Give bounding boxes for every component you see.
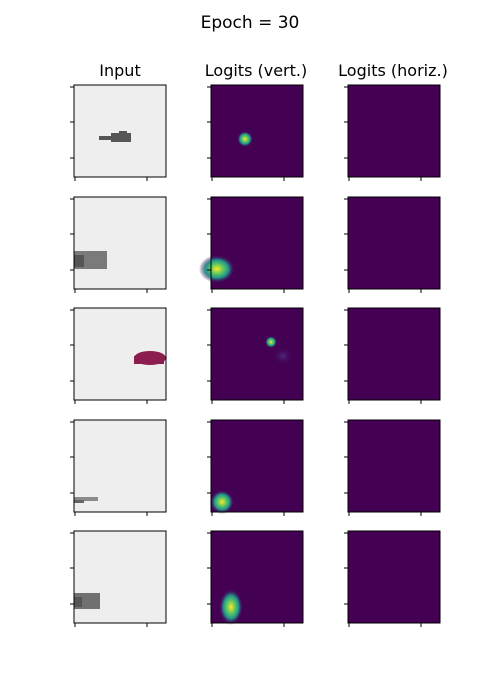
input-object-row-4-part-2 — [74, 500, 84, 503]
column-title-logits-vert: Logits (vert.) — [205, 61, 307, 80]
logits-horiz-frame-row-1 — [347, 84, 441, 178]
input-object-row-1-part-3 — [119, 131, 127, 134]
logits-vert-frame-row-5 — [210, 530, 304, 624]
input-panel-row-4 — [74, 420, 166, 512]
logits-horiz-frame-row-2 — [347, 196, 441, 290]
logits-vert-hotspot-row-4-1 — [210, 490, 234, 514]
logits-horiz-panel-row-2 — [348, 197, 440, 289]
logits-vert-frame-row-2 — [210, 196, 304, 290]
input-frame-row-4 — [73, 419, 167, 513]
input-panel-row-5 — [74, 531, 166, 623]
input-object-row-5-part-2 — [74, 597, 82, 607]
logits-vert-hotspot-row-3-2 — [273, 347, 293, 365]
panel-grid — [70, 84, 441, 627]
input-object-row-1-part-2 — [111, 133, 131, 142]
input-object-row-2-part-2 — [74, 255, 84, 267]
logits-vert-hotspot-row-3-1 — [265, 336, 277, 348]
input-frame-row-1 — [73, 84, 167, 178]
input-object-row-4-part-1 — [74, 497, 98, 501]
column-title-logits-horiz: Logits (horiz.) — [338, 61, 448, 80]
input-frame-row-3 — [73, 307, 167, 401]
logits-horiz-frame-row-3 — [347, 307, 441, 401]
logits-vert-frame-row-4 — [210, 419, 304, 513]
input-panel-row-2 — [74, 197, 166, 289]
logits-horiz-panel-row-3 — [348, 308, 440, 400]
figure-title: Epoch = 30 — [201, 13, 300, 33]
input-frame-row-5 — [73, 530, 167, 624]
column-title-input: Input — [99, 61, 140, 80]
logits-horiz-panel-row-5 — [348, 531, 440, 623]
input-frame-row-2 — [73, 196, 167, 290]
input-object-row-1-part-1 — [99, 136, 111, 140]
logits-horiz-frame-row-5 — [347, 530, 441, 624]
logits-horiz-frame-row-4 — [347, 419, 441, 513]
logits-horiz-panel-row-1 — [348, 85, 440, 177]
input-object-row-3-part-2 — [134, 356, 164, 364]
logits-horiz-panel-row-4 — [348, 420, 440, 512]
logits-vert-hotspot-row-1-1 — [237, 131, 253, 147]
logits-vert-panel-row-1 — [211, 85, 303, 177]
logits-vert-hotspot-row-5-1 — [219, 589, 243, 625]
logits-vert-frame-row-1 — [210, 84, 304, 178]
logits-vert-hotspot-row-2-1 — [199, 255, 235, 283]
logits-vert-frame-row-3 — [210, 307, 304, 401]
